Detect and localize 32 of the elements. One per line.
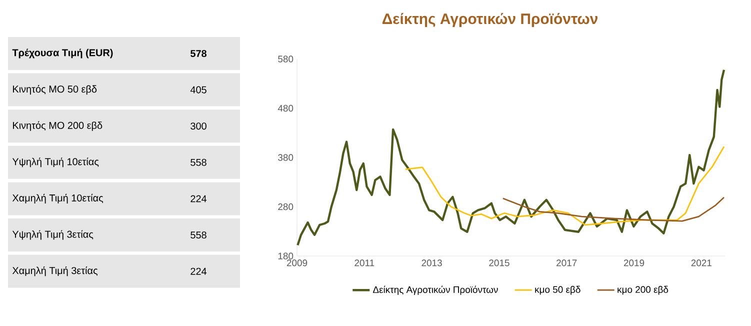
x-tick-label: 2013 xyxy=(422,260,442,266)
category-label: Τρέχουσα Τιμή (EUR) xyxy=(12,48,113,58)
x-tick-label: 2017 xyxy=(556,260,577,266)
y-tick-label: 580 xyxy=(278,56,294,62)
x-tick-label: 2011 xyxy=(354,260,374,266)
legend-label: Δείκτης Αγροτικών Προϊόντων xyxy=(373,286,498,295)
line-series xyxy=(502,196,725,222)
y-tick-label: 280 xyxy=(278,203,294,210)
category-label: Χαμηλή Τιμή 10ετίας xyxy=(12,194,104,204)
line-series xyxy=(296,68,726,246)
x-tick-label: 2019 xyxy=(624,260,644,266)
category-label: Κινητός ΜΟ 200 εβδ xyxy=(13,121,102,131)
y-tick-label: 480 xyxy=(278,104,294,112)
data-label: 578 xyxy=(190,50,207,58)
legend-label: κμο 200 εβδ xyxy=(618,286,668,295)
category-label: Υψηλή Τιμή 3ετίας xyxy=(12,230,94,240)
data-label: 558 xyxy=(190,231,206,239)
x-tick-label: 2021 xyxy=(691,260,712,266)
x-tick-label: 2009 xyxy=(286,260,308,266)
y-tick-label: 180 xyxy=(278,252,294,260)
category-label: Υψηλή Τιμή 10ετίας xyxy=(12,158,99,168)
data-label: 558 xyxy=(190,158,206,166)
category-label: Χαμηλή Τιμή 3ετίας xyxy=(12,266,98,276)
x-tick-label: 2015 xyxy=(489,260,510,266)
data-label: 405 xyxy=(190,86,206,94)
data-label: 224 xyxy=(190,195,207,202)
data-label: 224 xyxy=(190,268,207,275)
y-tick-label: 380 xyxy=(278,154,294,161)
legend-label: κμο 50 εβδ xyxy=(535,286,580,295)
data-label: 300 xyxy=(190,122,206,130)
chart-title: Δείκτης Αγροτικών Προϊόντων xyxy=(382,12,598,28)
category-label: Κινητός ΜΟ 50 εβδ xyxy=(13,85,97,95)
